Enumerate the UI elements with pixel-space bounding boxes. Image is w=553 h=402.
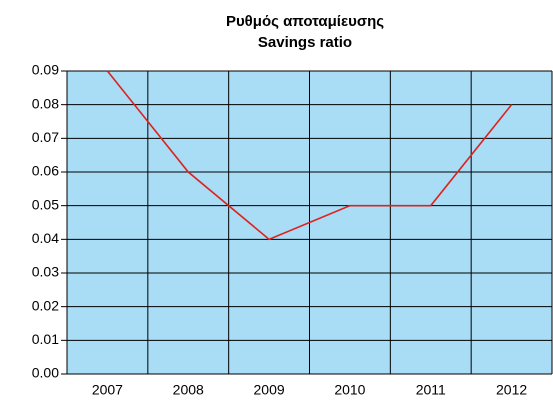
x-tick-label: 2007 xyxy=(92,382,123,398)
y-tick-label: 0.06 xyxy=(32,163,59,179)
chart-subtitle: Savings ratio xyxy=(258,34,352,51)
chart-title: Ρυθμός αποταμίευσης xyxy=(226,13,384,30)
y-tick-label: 0.08 xyxy=(32,95,59,111)
x-tick-label: 2009 xyxy=(254,382,285,398)
y-tick-label: 0.02 xyxy=(32,297,59,313)
x-tick-label: 2008 xyxy=(173,382,204,398)
y-tick-label: 0.07 xyxy=(32,129,59,145)
x-tick-label: 2012 xyxy=(496,382,527,398)
line-series xyxy=(106,70,513,241)
y-tick-label: 0.09 xyxy=(32,62,59,78)
y-tick-label: 0.03 xyxy=(32,264,59,280)
x-tick-label: 2011 xyxy=(416,382,446,398)
y-tick-label: 0.01 xyxy=(32,331,59,347)
x-tick-label: 2010 xyxy=(334,382,365,398)
y-tick-label: 0.04 xyxy=(32,230,59,246)
y-tick-label: 0.05 xyxy=(32,196,59,212)
y-tick-label: 0.00 xyxy=(32,365,59,381)
